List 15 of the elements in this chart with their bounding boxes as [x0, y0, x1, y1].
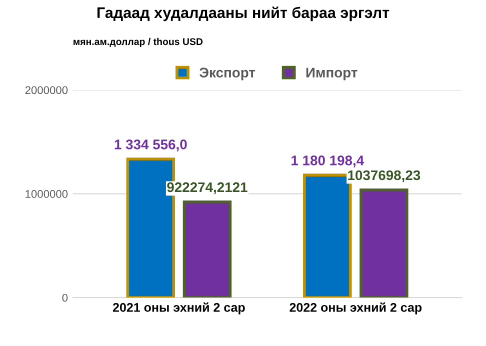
data-label: 1 334 556,0: [114, 140, 187, 152]
y-tick-label: 2000000: [25, 86, 68, 94]
legend-label: Импорт: [306, 68, 358, 80]
data-label: 1 180 198,4: [292, 156, 364, 168]
bar: [182, 200, 232, 298]
text: мян.ам.доллар / thous USD: [74, 38, 203, 47]
x-tick-label: 2021 оны эхний 2 сар: [112, 302, 245, 314]
legend-label: Экспорт: [200, 68, 256, 80]
y-tick-label: 0: [62, 294, 68, 302]
bar: [360, 188, 408, 298]
data-label: 922274,2121: [167, 182, 248, 194]
chart-title: Гадаад худалдааны нийт бараа эргэлт: [97, 6, 390, 22]
y-tick-label: 1000000: [26, 190, 68, 198]
data-label: 1037698,23: [348, 170, 420, 182]
x-tick-label: 2022 оны эхний 2 сар: [290, 302, 422, 314]
